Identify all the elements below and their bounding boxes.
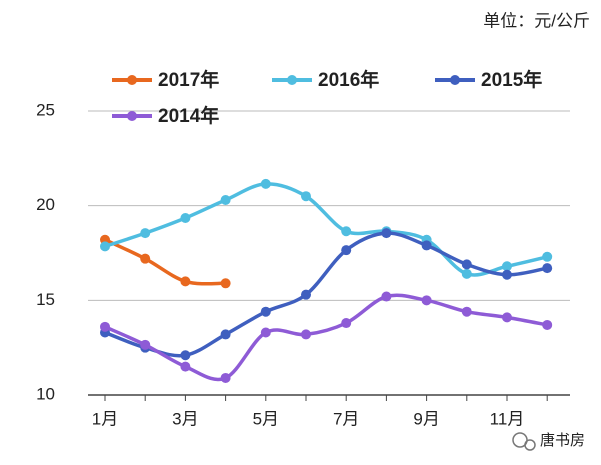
series-line	[104, 238, 226, 286]
point	[260, 178, 271, 189]
point	[301, 329, 311, 340]
point	[220, 278, 231, 289]
legend-label: 2016年	[318, 68, 379, 91]
point	[502, 269, 512, 280]
watermark-icon	[512, 432, 536, 451]
x-tick-label: 11月	[490, 409, 525, 428]
point	[100, 241, 110, 252]
point	[341, 245, 352, 256]
point	[260, 306, 271, 317]
point	[301, 289, 311, 300]
point	[381, 228, 392, 239]
point	[180, 212, 191, 223]
legend-label: 2014年	[158, 104, 219, 127]
point	[542, 251, 553, 262]
point	[180, 350, 191, 361]
legend-dot	[127, 111, 137, 121]
point	[100, 321, 110, 332]
unit-label: 单位：元/公斤	[483, 11, 590, 30]
point	[180, 276, 191, 287]
series-line	[104, 231, 548, 358]
series-line	[104, 293, 548, 382]
legend-label: 2017年	[158, 68, 219, 91]
point	[461, 259, 472, 270]
point	[421, 295, 432, 306]
y-tick-label: 10	[36, 384, 55, 403]
x-tick-label: 9月	[413, 409, 439, 428]
point	[260, 327, 271, 338]
legend-dot	[450, 75, 460, 85]
x-tick-label: 1月	[92, 409, 118, 428]
x-tick-label: 3月	[172, 409, 198, 428]
y-tick-label: 20	[36, 195, 55, 214]
point	[461, 268, 472, 279]
y-tick-label: 15	[36, 290, 55, 309]
point	[140, 253, 151, 264]
point	[542, 319, 553, 330]
point	[421, 240, 432, 251]
legend-label: 2015年	[481, 68, 542, 91]
point	[140, 339, 151, 350]
point	[301, 191, 311, 202]
watermark: 唐书房	[540, 432, 585, 449]
legend-dot	[127, 75, 137, 85]
point	[140, 228, 151, 239]
x-tick-label: 7月	[333, 409, 359, 428]
point	[180, 361, 191, 372]
point	[502, 312, 512, 323]
series-line	[104, 182, 548, 277]
point	[220, 194, 231, 205]
point	[220, 372, 231, 383]
point	[220, 329, 231, 340]
point	[461, 306, 472, 317]
point	[341, 226, 352, 237]
x-tick-label: 5月	[253, 409, 279, 428]
point	[341, 318, 352, 329]
y-tick-label: 25	[36, 100, 55, 119]
point	[381, 291, 392, 302]
point	[502, 261, 512, 272]
legend-dot	[287, 75, 297, 85]
point	[542, 263, 553, 274]
